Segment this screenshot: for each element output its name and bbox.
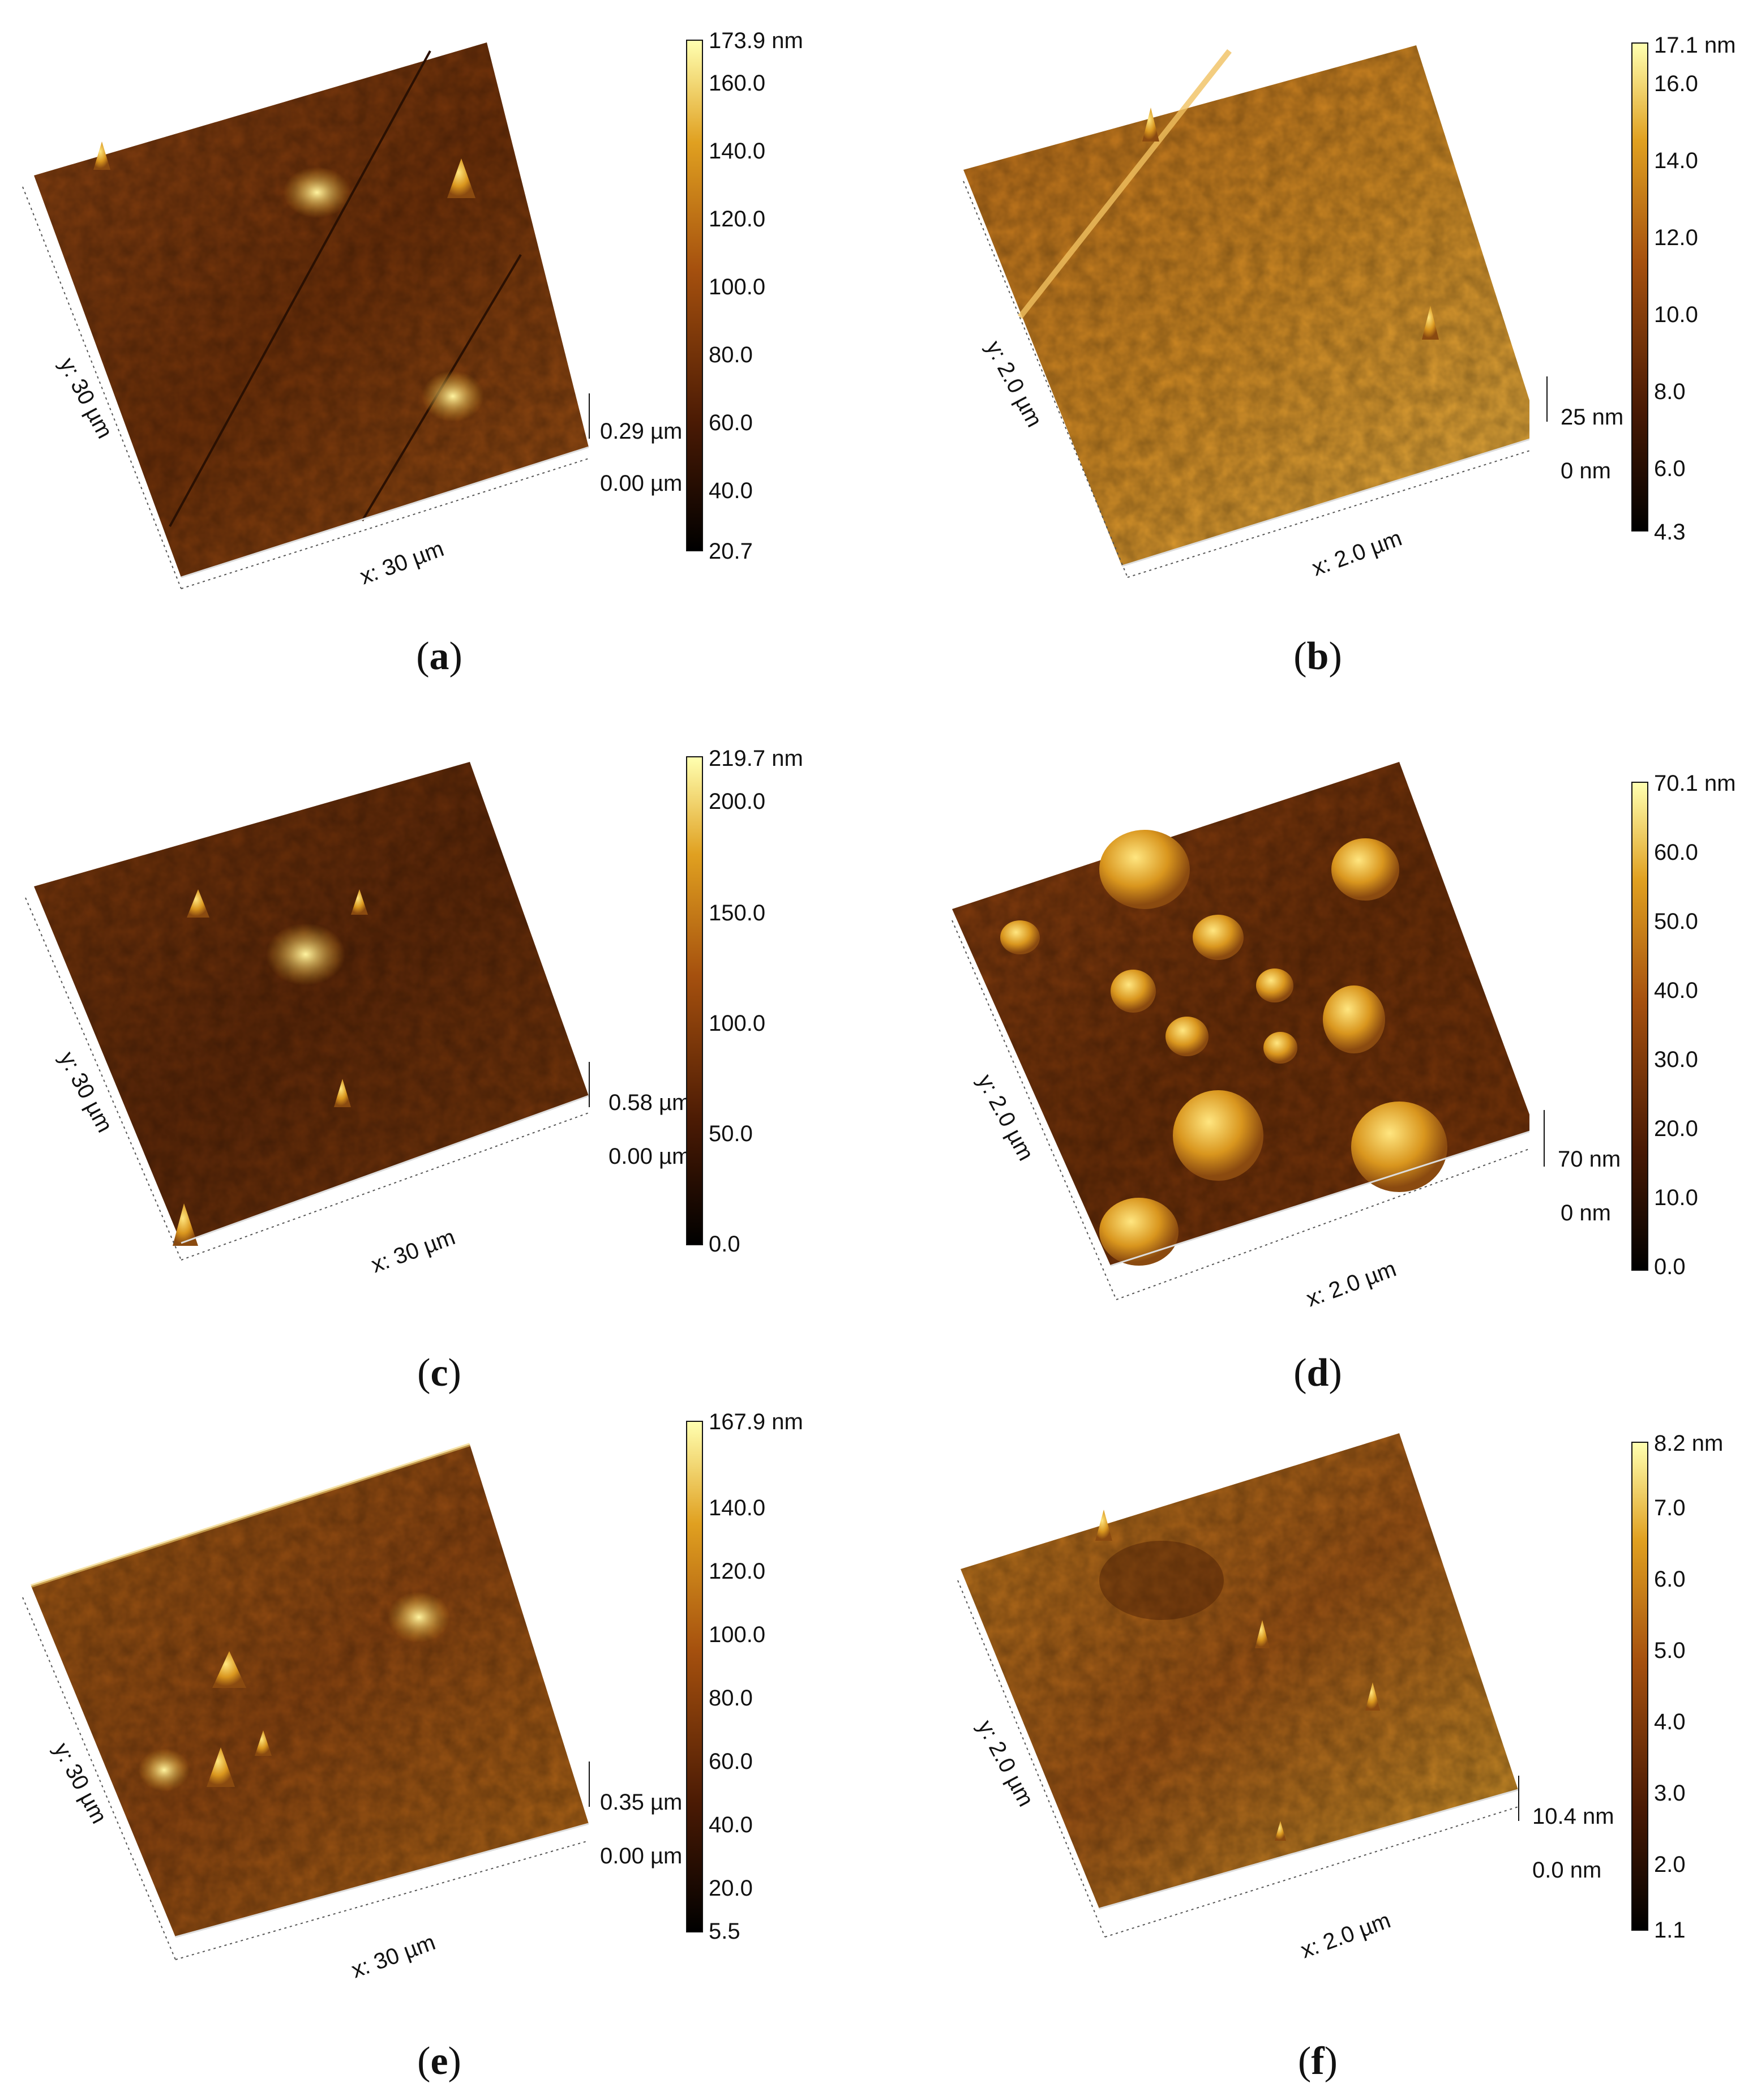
- colorbar-tick: 150.0: [709, 901, 766, 925]
- colorbar-tick: 100.0: [709, 1011, 766, 1036]
- colorbar-tick: 2.0: [1654, 1852, 1686, 1877]
- colorbar-tick: 8.0: [1654, 379, 1686, 404]
- z-scale-mark: [1518, 1776, 1519, 1821]
- colorbar-tick: 5.0: [1654, 1638, 1686, 1663]
- colorbar-tick: 173.9 nm: [709, 28, 803, 53]
- colorbar-tick: 40.0: [1654, 978, 1698, 1003]
- colorbar-tick: 50.0: [1654, 909, 1698, 934]
- z-scale-bottom: 0.00 µm: [600, 471, 683, 496]
- z-scale-top: 25 nm: [1561, 405, 1624, 430]
- afm-surface-e: [22, 1443, 589, 1960]
- colorbar-tick: 10.0: [1654, 302, 1698, 327]
- afm-surface-d: [952, 762, 1529, 1300]
- colorbar-tick: 80.0: [709, 1686, 753, 1711]
- colorbar: [686, 756, 703, 1245]
- colorbar-tick: 50.0: [709, 1121, 753, 1146]
- colorbar-tick: 160.0: [709, 71, 766, 96]
- z-scale-bottom: 0 nm: [1561, 458, 1611, 483]
- z-scale-top: 0.35 µm: [600, 1790, 683, 1815]
- z-scale-top: 70 nm: [1558, 1147, 1621, 1172]
- colorbar-tick: 20.0: [1654, 1116, 1698, 1141]
- colorbar-tick: 12.0: [1654, 225, 1698, 250]
- colorbar-tick: 0.0: [709, 1232, 740, 1257]
- colorbar-tick: 40.0: [709, 1812, 753, 1837]
- panel-b: y: 2.0 µm x: 2.0 µm 25 nm 0 nm 17.1 nm 1…: [878, 0, 1757, 700]
- colorbar: [686, 1421, 703, 1932]
- z-scale-top: 0.29 µm: [600, 419, 683, 444]
- panel-e: y: 30 µm x: 30 µm 0.35 µm 0.00 µm 167.9 …: [0, 1399, 878, 2099]
- colorbar-tick: 14.0: [1654, 148, 1698, 173]
- colorbar-tick: 8.2 nm: [1654, 1431, 1724, 1456]
- panel-caption: (d): [1293, 1351, 1342, 1395]
- colorbar-tick: 30.0: [1654, 1047, 1698, 1072]
- z-scale-mark: [589, 1062, 590, 1107]
- colorbar-tick: 60.0: [1654, 840, 1698, 865]
- afm-surface-b: [963, 45, 1529, 578]
- z-scale-bottom: 0.0 nm: [1532, 1858, 1602, 1883]
- colorbar-tick: 16.0: [1654, 71, 1698, 96]
- z-scale-bottom: 0.00 µm: [600, 1844, 683, 1868]
- colorbar-tick: 1.1: [1654, 1918, 1686, 1943]
- panel-c: y: 30 µm x: 30 µm 0.58 µm 0.00 µm 219.7 …: [0, 700, 878, 1399]
- colorbar: [1631, 782, 1648, 1271]
- colorbar: [1631, 1442, 1648, 1931]
- colorbar-tick: 20.7: [709, 539, 753, 564]
- colorbar: [686, 40, 703, 551]
- z-scale-mark: [1544, 1110, 1545, 1167]
- colorbar-tick: 80.0: [709, 342, 753, 367]
- panel-caption: (c): [417, 1351, 461, 1395]
- colorbar-tick: 140.0: [709, 1495, 766, 1520]
- colorbar-tick: 120.0: [709, 1559, 766, 1584]
- panel-d: y: 2.0 µm x: 2.0 µm 70 nm 0 nm 70.1 nm 6…: [878, 700, 1757, 1399]
- panel-f: y: 2.0 µm x: 2.0 µm 10.4 nm 0.0 nm 8.2 n…: [878, 1399, 1757, 2099]
- afm-surface-a: [22, 42, 589, 589]
- colorbar-tick: 6.0: [1654, 456, 1686, 481]
- colorbar-tick: 10.0: [1654, 1185, 1698, 1210]
- afm-surface-c: [25, 762, 589, 1261]
- colorbar-tick: 100.0: [709, 275, 766, 299]
- colorbar-tick: 17.1 nm: [1654, 33, 1736, 58]
- colorbar-tick: 120.0: [709, 207, 766, 232]
- panel-caption: (a): [416, 635, 462, 678]
- z-scale-mark: [589, 393, 590, 439]
- colorbar-tick: 0.0: [1654, 1254, 1686, 1279]
- colorbar: [1631, 42, 1648, 532]
- panel-a: y: 30 µm x: 30 µm 0.29 µm 0.00 µm 173.9 …: [0, 0, 878, 700]
- colorbar-tick: 100.0: [709, 1622, 766, 1647]
- panel-caption: (e): [417, 2039, 461, 2083]
- colorbar-tick: 60.0: [709, 410, 753, 435]
- colorbar-tick: 3.0: [1654, 1781, 1686, 1806]
- panel-caption: (b): [1293, 635, 1342, 678]
- z-scale-top: 10.4 nm: [1532, 1804, 1614, 1829]
- z-scale-bottom: 0 nm: [1561, 1201, 1611, 1225]
- colorbar-tick: 200.0: [709, 789, 766, 814]
- colorbar-tick: 60.0: [709, 1749, 753, 1774]
- panel-caption: (f): [1298, 2039, 1338, 2083]
- colorbar-tick: 70.1 nm: [1654, 771, 1736, 796]
- colorbar-tick: 167.9 nm: [709, 1409, 803, 1434]
- colorbar-tick: 4.3: [1654, 520, 1686, 545]
- z-scale-bottom: 0.00 µm: [608, 1144, 691, 1169]
- colorbar-tick: 219.7 nm: [709, 746, 803, 771]
- colorbar-tick: 4.0: [1654, 1709, 1686, 1734]
- colorbar-tick: 40.0: [709, 478, 753, 503]
- colorbar-tick: 6.0: [1654, 1567, 1686, 1592]
- z-scale-mark: [589, 1762, 590, 1807]
- z-scale-top: 0.58 µm: [608, 1090, 691, 1115]
- colorbar-tick: 140.0: [709, 139, 766, 164]
- colorbar-tick: 5.5: [709, 1919, 740, 1944]
- z-scale-mark: [1546, 376, 1548, 422]
- afm-surface-f: [957, 1433, 1519, 1938]
- colorbar-tick: 20.0: [709, 1876, 753, 1901]
- colorbar-tick: 7.0: [1654, 1495, 1686, 1520]
